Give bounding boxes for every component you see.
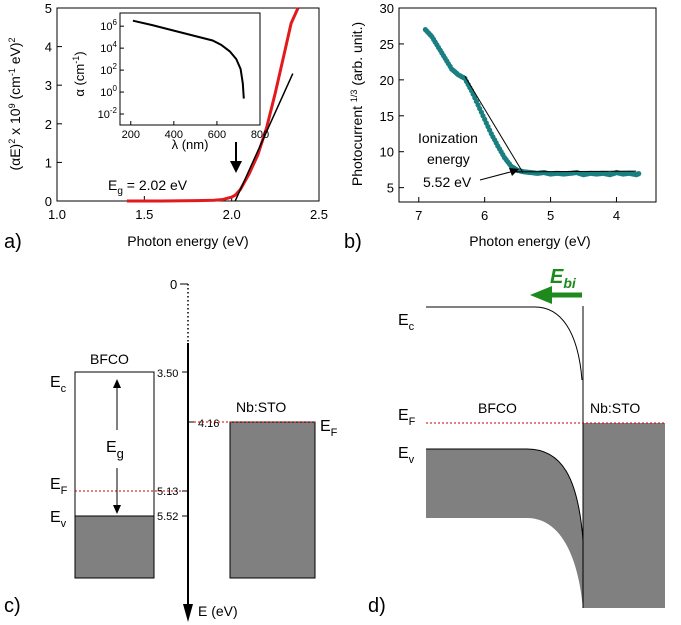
inset-ticks: 200 400 600 800 10-2 100 102 104 106 bbox=[98, 18, 270, 141]
b-ytick-label: 25 bbox=[380, 37, 394, 52]
energy-axis-arrowhead bbox=[183, 604, 193, 622]
inset-ytick-label: 106 bbox=[100, 18, 117, 33]
inset-alpha-curve bbox=[132, 19, 245, 99]
a-ytick-label: 0 bbox=[45, 194, 52, 209]
bfco-ev-label: Ev bbox=[50, 509, 67, 530]
d-conduction-band bbox=[426, 306, 583, 381]
plot-a-series bbox=[126, 7, 300, 203]
nbsto-ef-label: EF bbox=[320, 418, 338, 439]
b-fit-line bbox=[514, 170, 637, 173]
zero-label: 0 bbox=[170, 277, 177, 292]
bandgap-arrow bbox=[230, 142, 242, 173]
panel-d-band-bending: Ec EF Ev BFCO Nb:STO Ebi d) bbox=[368, 266, 665, 617]
bfco-name: BFCO bbox=[90, 351, 129, 367]
a-xtick-label: 2.5 bbox=[310, 207, 328, 222]
b-xtick-label: 6 bbox=[481, 208, 488, 223]
energy-axis-label: E (eV) bbox=[198, 603, 238, 619]
plot-a-xlabel: Photon energy (eV) bbox=[127, 233, 248, 249]
bfco-ef-label: EF bbox=[50, 476, 68, 497]
panel-c-band-diagram: 0 E (eV) BFCO Eg Ec EF Ev 3.50 5.13 5.52… bbox=[4, 277, 338, 622]
nbsto-fill bbox=[229, 421, 316, 579]
b-fit-line bbox=[464, 76, 524, 173]
panel-label-b: b) bbox=[344, 231, 362, 253]
b-ytick-label: 20 bbox=[380, 73, 394, 88]
ionization-arrow bbox=[479, 168, 519, 181]
d-nbsto-name: Nb:STO bbox=[590, 400, 640, 416]
ionization-label-line2: energy bbox=[427, 151, 470, 167]
plot-b-series bbox=[422, 27, 642, 178]
value-5-13: 5.13 bbox=[157, 486, 178, 498]
inset-xlabel: λ (nm) bbox=[172, 137, 209, 152]
a-xtick-label: 1.5 bbox=[135, 207, 153, 222]
inset-ytick-label: 10-2 bbox=[98, 106, 118, 121]
b-xtick-label: 5 bbox=[547, 208, 554, 223]
inset-ytick-label: 100 bbox=[100, 84, 117, 99]
a-ytick-label: 5 bbox=[45, 1, 52, 16]
inset-ytick-label: 102 bbox=[100, 62, 117, 77]
a-ytick-label: 3 bbox=[45, 78, 52, 93]
a-ytick-label: 2 bbox=[45, 117, 52, 132]
value-3-50: 3.50 bbox=[157, 368, 178, 380]
plot-b-xlabel: Photon energy (eV) bbox=[469, 233, 590, 249]
inset-absorption-plot: 200 400 600 800 10-2 100 102 104 106 α (cm-1) λ … bbox=[71, 12, 270, 152]
d-nbsto-fill bbox=[583, 423, 665, 608]
a-tauc-fit-line bbox=[234, 73, 294, 202]
bandgap-double-arrow bbox=[113, 379, 121, 514]
plot-a-ylabel: (αE)2 x 109 (cm-1 eV)2 bbox=[7, 37, 23, 170]
bandgap-annotation: Eg = 2.02 eV bbox=[108, 177, 188, 197]
a-ytick-label: 1 bbox=[45, 155, 52, 170]
builtin-field-arrow bbox=[530, 286, 582, 304]
nbsto-name: Nb:STO bbox=[236, 399, 286, 415]
b-xtick-label: 4 bbox=[613, 208, 620, 223]
d-bfco-name: BFCO bbox=[478, 400, 517, 416]
plot-b-ylabel: Photocurrent 1/3 (arb. unit.) bbox=[349, 22, 365, 186]
inset-xtick-label: 400 bbox=[165, 129, 183, 141]
panel-label-d: d) bbox=[368, 595, 386, 617]
b-data-point bbox=[636, 171, 642, 177]
b-ytick-label: 30 bbox=[380, 1, 394, 16]
bfco-eg-label: Eg bbox=[106, 439, 124, 461]
value-4-16: 4.16 bbox=[198, 418, 219, 430]
d-valence-band-fill bbox=[426, 449, 583, 608]
b-ytick-label: 10 bbox=[380, 145, 394, 160]
value-5-52: 5.52 bbox=[157, 511, 178, 523]
inset-frame bbox=[119, 12, 261, 126]
plot-b-frame bbox=[398, 7, 657, 203]
inset-ytick-label: 104 bbox=[100, 40, 117, 55]
a-xtick-label: 2.0 bbox=[223, 207, 241, 222]
plot-a-ticks: 1.0 1.5 2.0 2.5 0 1 2 3 4 5 bbox=[45, 1, 328, 222]
inset-ylabel: α (cm-1) bbox=[71, 51, 87, 96]
b-xtick-label: 7 bbox=[415, 208, 422, 223]
a-xtick-label: 1.0 bbox=[48, 207, 66, 222]
inset-xtick-label: 800 bbox=[251, 129, 269, 141]
panel-label-a: a) bbox=[4, 231, 22, 253]
a-ytick-label: 4 bbox=[45, 40, 52, 55]
d-ec-label: Ec bbox=[398, 312, 415, 333]
builtin-field-label: Ebi bbox=[550, 266, 577, 291]
panel-label-c: c) bbox=[4, 595, 21, 617]
d-ef-label: EF bbox=[398, 407, 416, 428]
d-valence-band-edge bbox=[426, 448, 584, 608]
b-ytick-label: 5 bbox=[387, 181, 394, 196]
panel-b-photocurrent-plot: 7 6 5 4 5 10 15 20 25 30 Photocurrent 1/3 (arb. u… bbox=[344, 1, 657, 253]
inset-xtick-label: 600 bbox=[208, 129, 226, 141]
bfco-valence-fill bbox=[74, 515, 155, 579]
panel-a-absorption-plot: 1.0 1.5 2.0 2.5 0 1 2 3 4 5 (αE)2 x 109 (cm-1 eV)… bbox=[4, 1, 328, 253]
d-ev-label: Ev bbox=[398, 445, 415, 466]
inset-xtick-label: 200 bbox=[122, 129, 140, 141]
bfco-ec-label: Ec bbox=[50, 374, 67, 395]
b-ytick-label: 15 bbox=[380, 109, 394, 124]
plot-b-ticks: 7 6 5 4 5 10 15 20 25 30 bbox=[380, 1, 621, 223]
ionization-label-line3: 5.52 eV bbox=[423, 174, 472, 190]
ionization-label-line1: Ionization bbox=[418, 130, 478, 146]
